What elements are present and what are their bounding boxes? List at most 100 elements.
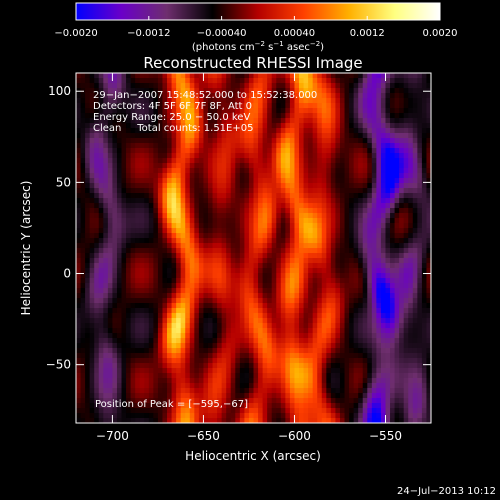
heatmap-cell bbox=[321, 208, 327, 214]
heatmap-cell bbox=[326, 253, 332, 259]
heatmap-cell bbox=[116, 218, 123, 224]
heatmap-cell bbox=[121, 243, 127, 249]
heatmap-cell bbox=[230, 338, 236, 344]
heatmap-cell bbox=[358, 168, 364, 174]
heatmap-cell bbox=[103, 388, 109, 394]
heatmap-cell bbox=[239, 203, 245, 209]
heatmap-cell bbox=[303, 248, 309, 254]
heatmap-cell bbox=[207, 98, 214, 104]
heatmap-cell bbox=[367, 288, 373, 294]
heatmap-cell bbox=[198, 223, 205, 229]
heatmap-cell bbox=[185, 98, 191, 104]
heatmap-cell bbox=[239, 213, 245, 219]
heatmap-cell bbox=[207, 198, 214, 204]
heatmap-cell bbox=[417, 163, 423, 169]
heatmap-cell bbox=[330, 73, 337, 79]
heatmap-cell bbox=[171, 108, 177, 114]
heatmap-cell bbox=[299, 238, 305, 244]
heatmap-cell bbox=[80, 103, 86, 109]
heatmap-cell bbox=[176, 373, 182, 379]
heatmap-cell bbox=[271, 298, 277, 304]
heatmap-cell bbox=[230, 148, 236, 154]
heatmap-cell bbox=[212, 313, 218, 319]
heatmap-cell bbox=[326, 163, 332, 169]
heatmap-cell bbox=[385, 183, 391, 189]
heatmap-cell bbox=[144, 183, 150, 189]
heatmap-cell bbox=[157, 188, 164, 194]
heatmap-cell bbox=[380, 168, 387, 174]
heatmap-cell bbox=[349, 213, 355, 219]
heatmap-cell bbox=[180, 173, 186, 179]
heatmap-cell bbox=[135, 143, 141, 149]
heatmap-cell bbox=[299, 233, 305, 239]
heatmap-cell bbox=[239, 343, 245, 349]
heatmap-cell bbox=[235, 193, 241, 199]
heatmap-cell bbox=[244, 378, 250, 384]
heatmap-cell bbox=[180, 213, 186, 219]
heatmap-cell bbox=[353, 388, 359, 394]
heatmap-cell bbox=[167, 333, 173, 339]
heatmap-cell bbox=[262, 83, 268, 89]
heatmap-cell bbox=[271, 193, 277, 199]
heatmap-cell bbox=[399, 103, 405, 109]
heatmap-cell bbox=[349, 363, 355, 369]
heatmap-cell bbox=[403, 268, 409, 274]
heatmap-cell bbox=[289, 93, 296, 99]
heatmap-cell bbox=[162, 238, 168, 244]
heatmap-cell bbox=[157, 273, 164, 279]
heatmap-cell bbox=[98, 318, 104, 324]
heatmap-cell bbox=[248, 78, 255, 84]
heatmap-cell bbox=[212, 303, 218, 309]
heatmap-cell bbox=[194, 213, 200, 219]
heatmap-cell bbox=[349, 83, 355, 89]
heatmap-cell bbox=[371, 318, 377, 324]
heatmap-cell bbox=[112, 303, 118, 309]
heatmap-cell bbox=[289, 218, 296, 224]
heatmap-cell bbox=[221, 153, 227, 159]
heatmap-cell bbox=[130, 353, 136, 359]
heatmap-cell bbox=[330, 173, 337, 179]
heatmap-cell bbox=[148, 168, 154, 174]
heatmap-cell bbox=[276, 298, 282, 304]
heatmap-cell bbox=[371, 323, 377, 329]
heatmap-cell bbox=[130, 373, 136, 379]
heatmap-cell bbox=[253, 253, 259, 259]
heatmap-cell bbox=[385, 203, 391, 209]
heatmap-cell bbox=[116, 248, 123, 254]
heatmap-cell bbox=[399, 243, 405, 249]
heatmap-cell bbox=[367, 163, 373, 169]
heatmap-cell bbox=[248, 168, 255, 174]
heatmap-cell bbox=[126, 303, 132, 309]
heatmap-cell bbox=[371, 88, 377, 94]
heatmap-cell bbox=[417, 358, 423, 364]
heatmap-cell bbox=[248, 368, 255, 374]
heatmap-cell bbox=[239, 123, 245, 129]
heatmap-cell bbox=[376, 188, 382, 194]
heatmap-cell bbox=[403, 108, 409, 114]
heatmap-cell bbox=[180, 108, 186, 114]
heatmap-cell bbox=[339, 323, 346, 329]
heatmap-cell bbox=[203, 98, 209, 104]
heatmap-cell bbox=[367, 148, 373, 154]
heatmap-cell bbox=[344, 103, 350, 109]
heatmap-cell bbox=[135, 363, 141, 369]
heatmap-cell bbox=[344, 278, 350, 284]
heatmap-cell bbox=[203, 143, 209, 149]
heatmap-cell bbox=[221, 118, 227, 124]
heatmap-cell bbox=[130, 143, 136, 149]
heatmap-cell bbox=[417, 263, 423, 269]
heatmap-cell bbox=[367, 228, 373, 234]
heatmap-cell bbox=[176, 263, 182, 269]
heatmap-cell bbox=[349, 193, 355, 199]
heatmap-cell bbox=[294, 233, 300, 239]
heatmap-cell bbox=[326, 238, 332, 244]
heatmap-cell bbox=[198, 258, 205, 264]
heatmap-cell bbox=[326, 363, 332, 369]
heatmap-cell bbox=[144, 268, 150, 274]
heatmap-cell bbox=[139, 363, 145, 369]
heatmap-cell bbox=[321, 308, 327, 314]
heatmap-cell bbox=[148, 343, 154, 349]
heatmap-cell bbox=[85, 233, 91, 239]
heatmap-cell bbox=[194, 238, 200, 244]
heatmap-cell bbox=[380, 183, 387, 189]
